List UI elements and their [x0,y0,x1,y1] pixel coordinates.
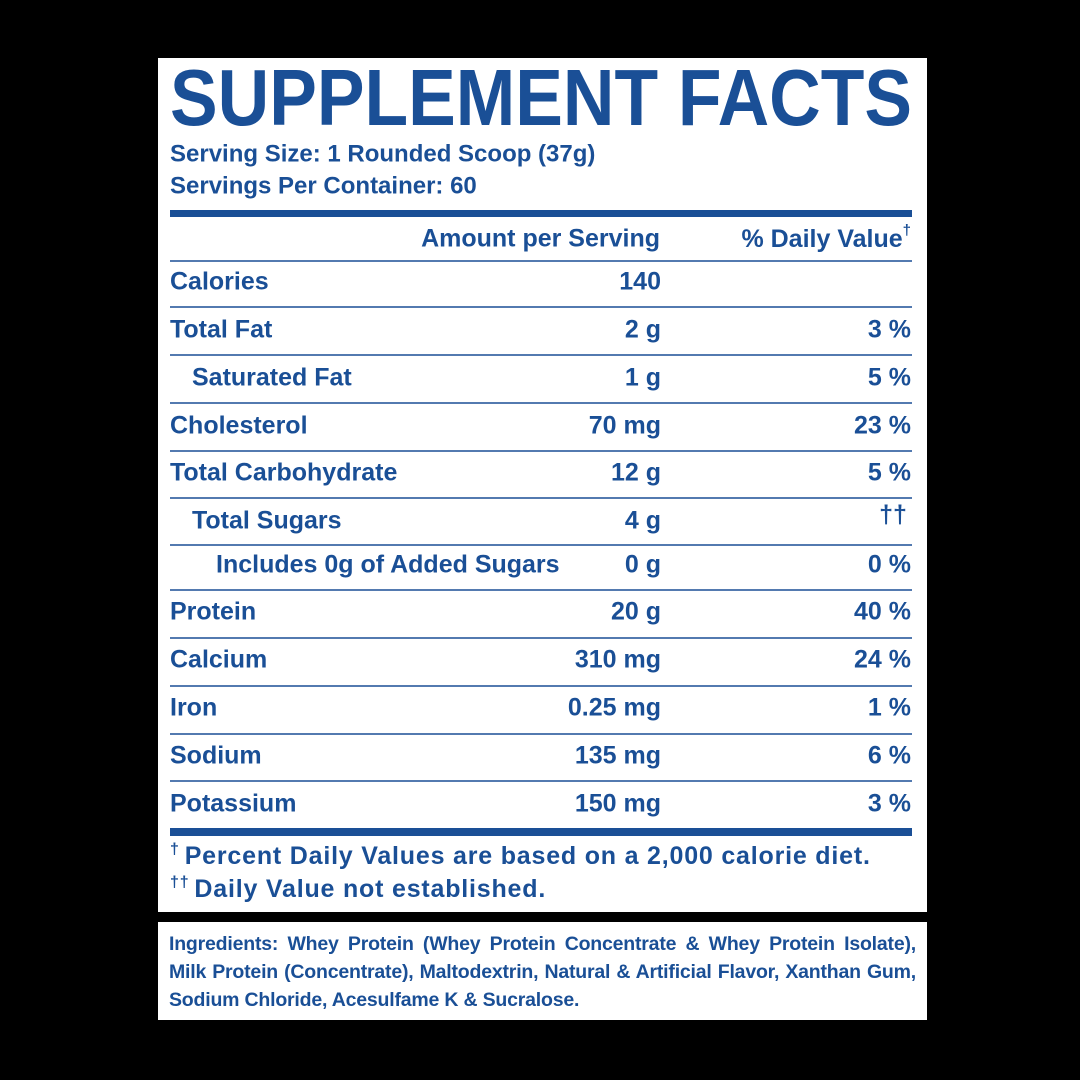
thick-rule [170,210,912,217]
column-header-label: % Daily Value [741,225,902,253]
daily-value: †† [879,501,907,529]
title: SUPPLEMENT FACTS [170,53,912,142]
panel-bg [158,58,927,912]
amount: 4 g [625,507,661,535]
nutrient-name: Sodium [170,742,262,770]
footnote-symbol: †† [170,874,189,891]
servings-per-container: Servings Per Container: 60 [170,172,477,199]
footnote-text: Percent Daily Values are based on a 2,00… [185,842,871,870]
nutrient-name: Total Sugars [192,507,342,535]
nutrient-name: Calcium [170,646,267,674]
amount: 310 mg [575,646,661,674]
amount: 2 g [625,316,661,344]
nutrient-name: Potassium [170,790,296,818]
daily-value: 24 % [854,646,911,674]
footnote-symbol: † [170,841,180,858]
nutrient-name: Iron [170,694,217,722]
column-header: Amount per Serving [421,225,660,253]
dagger: † [903,222,911,239]
amount: 135 mg [575,742,661,770]
nutrient-name: Total Carbohydrate [170,459,397,487]
amount: 0 g [625,551,661,579]
amount: 150 mg [575,790,661,818]
amount: 12 g [611,459,661,487]
amount: 20 g [611,598,661,626]
daily-value: 1 % [868,694,911,722]
amount: 0.25 mg [568,694,661,722]
column-header: % Daily Value† [741,222,911,253]
footnote: † Percent Daily Values are based on a 2,0… [170,841,871,869]
amount: 140 [619,268,661,296]
daily-value: 40 % [854,598,911,626]
ingredients-text: Whey Protein (Whey Protein Concentrate &… [169,933,916,1011]
amount: 70 mg [589,412,661,440]
thick-rule [170,828,912,836]
daily-value: 6 % [868,742,911,770]
nutrient-name: Total Fat [170,316,273,344]
amount: 1 g [625,364,661,392]
ingredients-panel: Ingredients: Whey Protein (Whey Protein … [158,922,927,1020]
daily-value: 5 % [868,364,911,392]
footnote-text: Daily Value not established. [194,875,546,903]
nutrient-name: Includes 0g of Added Sugars [216,551,560,579]
daily-value: 3 % [868,790,911,818]
nutrient-name: Saturated Fat [192,364,352,392]
serving-size: Serving Size: 1 Rounded Scoop (37g) [170,140,595,167]
daily-value: 3 % [868,316,911,344]
nutrient-name: Calories [170,268,269,296]
daily-value: 0 % [868,551,911,579]
rows: Calories 140 Total Fat 2 g 3 % Saturated Fat 1… [170,260,912,818]
daily-value: 23 % [854,412,911,440]
nutrient-name: Cholesterol [170,412,308,440]
daily-value: 5 % [868,459,911,487]
nutrient-name: Protein [170,598,256,626]
ingredients-label: Ingredients: [169,933,279,955]
footnote: †† Daily Value not established. [170,874,546,902]
